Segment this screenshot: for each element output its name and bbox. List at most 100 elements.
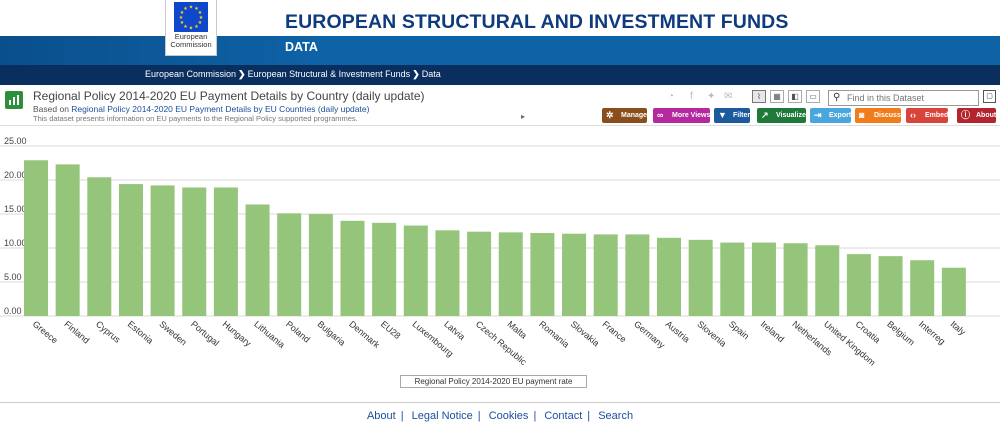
bar-portugal[interactable] (182, 187, 207, 316)
svg-text:★: ★ (180, 20, 185, 26)
x-tick-label: Portugal (189, 319, 221, 348)
x-tick-label: Italy (949, 319, 968, 338)
bar-united-kingdom[interactable] (815, 245, 840, 316)
search-icon: ⚲ (833, 92, 841, 103)
svg-text:★: ★ (180, 10, 185, 16)
facebook-icon[interactable]: f (690, 91, 693, 102)
ec-logo[interactable]: ★ ★ ★ ★ ★ ★ ★ ★ ★ ★ ★ ★ European Commission (165, 0, 217, 56)
page-view-icon[interactable]: ▭ (806, 90, 820, 103)
bar-malta[interactable] (498, 232, 523, 316)
svg-text:★: ★ (189, 26, 194, 32)
site-subtitle: DATA (285, 40, 318, 54)
bar-france[interactable] (593, 234, 618, 316)
parent-dataset-link[interactable]: Regional Policy 2014-2020 EU Payment Det… (71, 104, 370, 114)
bar-austria[interactable] (657, 237, 681, 316)
dataset-description: This dataset presents information on EU … (33, 114, 358, 123)
split-view-icon[interactable]: ◧ (788, 90, 802, 103)
x-tick-label: Latvia (442, 319, 467, 342)
y-tick-label: 15.00 (4, 204, 27, 214)
filter-button[interactable]: ▼ Filter (714, 108, 751, 123)
svg-text:★: ★ (194, 24, 199, 30)
bar-hungary[interactable] (213, 187, 238, 316)
y-tick-label: 25.00 (4, 136, 27, 146)
export-button[interactable]: ⇥ Export (810, 108, 852, 123)
footer-link-search[interactable]: Search (598, 410, 634, 422)
chevron-right-icon: ❯ (238, 69, 246, 79)
breadcrumb-item-ec[interactable]: European Commission (145, 69, 237, 79)
bar-spain[interactable] (720, 242, 745, 316)
discuss-button[interactable]: ◙ Discuss (855, 108, 901, 123)
bar-luxembourg[interactable] (403, 225, 428, 316)
chart-icon: ↗ (761, 110, 769, 120)
bar-interreg[interactable] (910, 260, 935, 316)
x-tick-label: EU28 (379, 319, 403, 341)
svg-text:★: ★ (179, 15, 184, 21)
email-icon[interactable]: ✉ (724, 91, 733, 102)
site-title: EUROPEAN STRUCTURAL AND INVESTMENT FUNDS (285, 11, 789, 33)
info-icon: ⓘ (961, 110, 971, 120)
svg-text:★: ★ (189, 5, 194, 11)
bar-poland[interactable] (277, 213, 302, 316)
footer-link-legal-notice[interactable]: Legal Notice (411, 410, 473, 422)
x-tick-label: Slovenia (695, 319, 728, 349)
breadcrumb-item-esif[interactable]: European Structural & Investment Funds (247, 69, 411, 79)
svg-text:★: ★ (183, 24, 188, 30)
bar-estonia[interactable] (118, 184, 143, 316)
bar-croatia[interactable] (846, 254, 871, 316)
rss-icon[interactable]: ◔ (668, 91, 675, 102)
footer-link-cookies[interactable]: Cookies (488, 410, 529, 422)
footer-link-about[interactable]: About (366, 410, 396, 422)
embed-button[interactable]: ‹› Embed (906, 108, 949, 123)
bar-cyprus[interactable] (87, 177, 112, 316)
more-views-button[interactable]: ∞ More Views (653, 108, 711, 123)
x-tick-label: Belgium (885, 319, 916, 348)
bar-greece[interactable] (24, 160, 48, 316)
bar-bulgaria[interactable] (308, 214, 333, 316)
speech-icon: ◙ (859, 110, 865, 120)
twitter-icon[interactable]: ✦ (707, 91, 716, 102)
bar-czech-republic[interactable] (467, 231, 492, 316)
x-tick-label: Interreg (917, 319, 947, 347)
bar-romania[interactable] (530, 233, 555, 316)
search-input[interactable] (847, 92, 975, 104)
dataset-based-on: Based on Regional Policy 2014-2020 EU Pa… (33, 104, 370, 114)
chart-view-icon[interactable]: ⌇ (752, 90, 766, 103)
x-tick-label: Ireland (759, 319, 787, 344)
bar-lithuania[interactable] (245, 204, 270, 316)
bar-finland[interactable] (55, 164, 80, 316)
bar-eu28[interactable] (372, 222, 397, 316)
table-view-icon[interactable]: ▦ (770, 90, 784, 103)
breadcrumb: European Commission ❯ European Structural … (0, 65, 1000, 85)
bar-ireland[interactable] (751, 242, 776, 316)
eu-flag-icon: ★ ★ ★ ★ ★ ★ ★ ★ ★ ★ ★ ★ (174, 2, 208, 32)
bar-slovenia[interactable] (688, 239, 713, 316)
fullscreen-icon[interactable]: ▢ (983, 90, 996, 103)
bar-netherlands[interactable] (783, 243, 808, 316)
visualize-button[interactable]: ↗ Visualize (757, 108, 806, 123)
y-tick-label: 20.00 (4, 170, 27, 180)
manage-button[interactable]: ✲ Manage (602, 108, 648, 123)
funnel-icon: ▼ (718, 110, 727, 120)
footer-link-contact[interactable]: Contact (544, 410, 583, 422)
bar-belgium[interactable] (878, 256, 903, 316)
breadcrumb-item-data: Data (421, 69, 441, 79)
about-button[interactable]: ⓘ About (957, 108, 997, 123)
expand-arrow-icon[interactable]: ▸ (521, 112, 526, 121)
code-icon: ‹› (910, 110, 916, 120)
x-tick-label: Sweden (157, 319, 188, 348)
dataset-search[interactable]: ⚲ (828, 90, 979, 106)
dataset-chart-icon (5, 91, 23, 109)
bar-latvia[interactable] (435, 230, 460, 316)
x-tick-label: France (600, 319, 628, 345)
bar-denmark[interactable] (340, 220, 365, 316)
chart-legend[interactable]: Regional Policy 2014-2020 EU payment rat… (400, 375, 587, 388)
bar-slovakia[interactable] (562, 233, 587, 316)
binoculars-icon: ∞ (657, 110, 664, 120)
chevron-right-icon: ❯ (412, 69, 420, 79)
dataset-header: Regional Policy 2014-2020 EU Payment Det… (0, 85, 1000, 126)
bar-germany[interactable] (625, 234, 650, 316)
x-tick-label: Poland (284, 319, 312, 345)
bar-italy[interactable] (941, 267, 966, 316)
bar-sweden[interactable] (150, 185, 175, 316)
svg-text:★: ★ (199, 15, 204, 21)
